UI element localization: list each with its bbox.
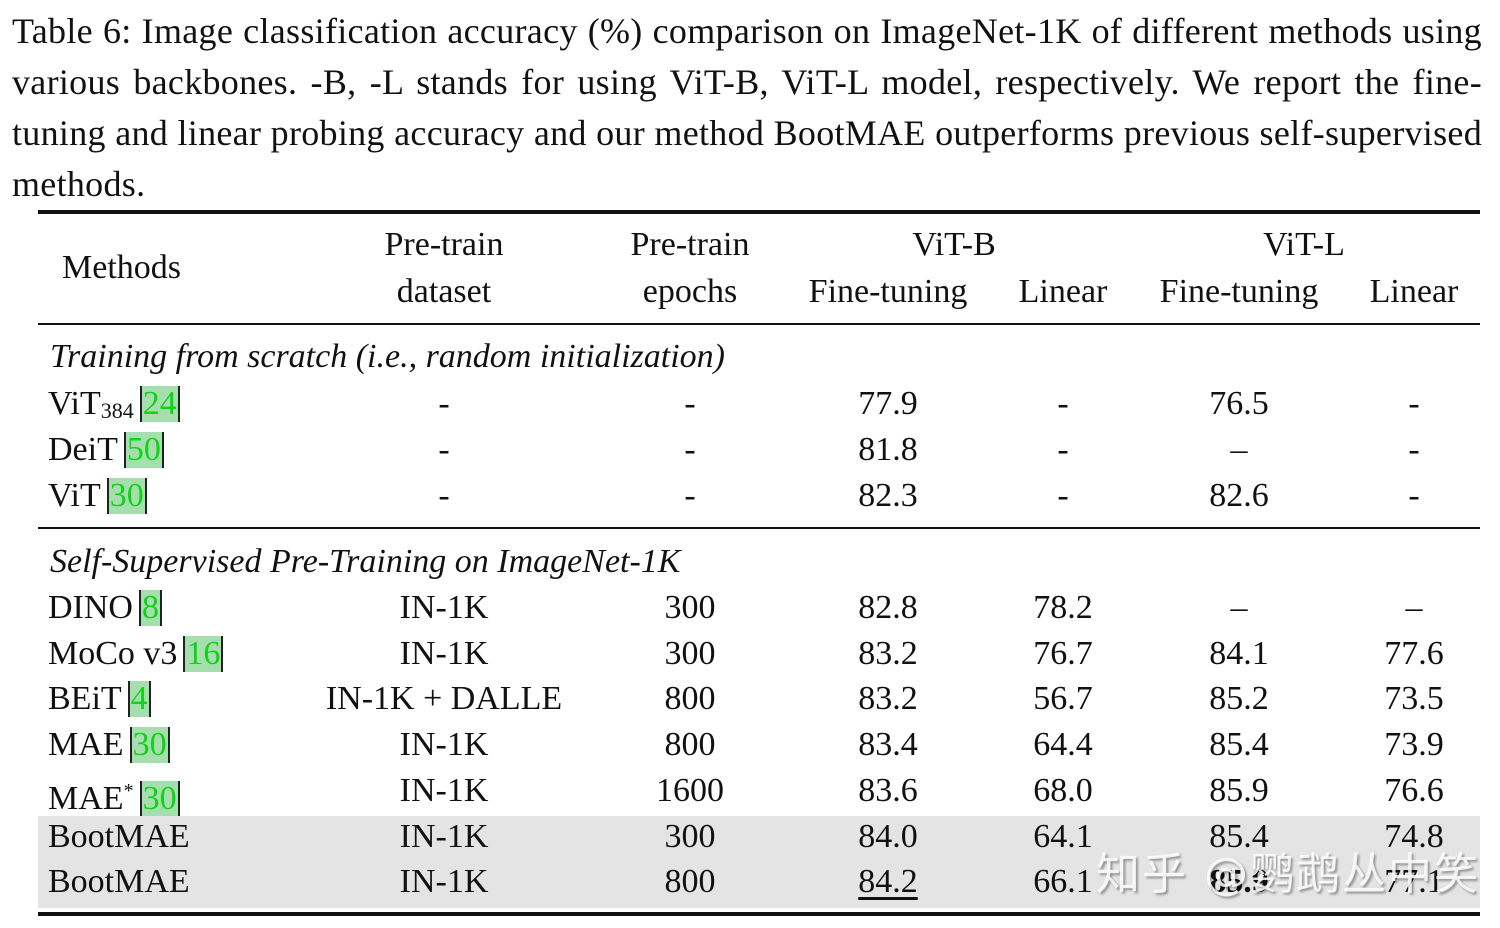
- row-dataset: IN-1K + DALLE: [325, 680, 563, 717]
- header-epochs-line1: Pre-train: [630, 226, 750, 263]
- section-rule: [38, 527, 1480, 529]
- row-vitb-finetune-second-best: 84.2: [858, 863, 918, 900]
- bottom-rule: [38, 912, 1480, 916]
- row-epochs: -: [684, 431, 696, 468]
- row-epochs: 800: [664, 680, 716, 717]
- citation-link[interactable]: 8: [138, 590, 162, 626]
- header-methods: Methods: [62, 249, 181, 286]
- row-vitb-finetune: 84.0: [858, 818, 918, 855]
- row-vitb-finetune: 82.3: [858, 477, 918, 514]
- row-dataset: IN-1K: [399, 863, 489, 900]
- header-epochs-line2: epochs: [642, 273, 738, 310]
- row-vitl-finetune: 76.5: [1209, 385, 1269, 422]
- header-dataset-line1: Pre-train: [384, 226, 504, 263]
- row-method: MAE* 30: [48, 771, 180, 819]
- header-vitl-linear: Linear: [1369, 273, 1459, 310]
- header-vit-l: ViT-L: [1263, 226, 1345, 263]
- header-vitb-linear: Linear: [1018, 273, 1108, 310]
- row-vitl-linear: 73.5: [1384, 680, 1444, 717]
- ours-highlight: [38, 816, 1480, 908]
- row-dataset: IN-1K: [399, 772, 489, 809]
- row-vitb-finetune: 83.4: [858, 726, 918, 763]
- row-dataset: -: [438, 477, 450, 514]
- citation-link[interactable]: 50: [123, 432, 164, 468]
- watermark: 知乎 @鹦鹉丛中笑: [1096, 849, 1480, 900]
- row-vitb-finetune: 83.2: [858, 680, 918, 717]
- row-dataset: -: [438, 431, 450, 468]
- row-method: MAE 30: [48, 725, 170, 765]
- row-vitl-linear: 77.1: [1384, 863, 1444, 900]
- citation-link[interactable]: 24: [139, 386, 180, 422]
- row-vitl-finetune: 85.4: [1209, 726, 1269, 763]
- citation-link[interactable]: 4: [127, 681, 151, 717]
- row-vitb-finetune: 83.2: [858, 635, 918, 672]
- row-vitb-linear: -: [1057, 385, 1069, 422]
- header-dataset-line2: dataset: [396, 273, 492, 310]
- top-rule: [38, 210, 1480, 214]
- citation-link[interactable]: 30: [129, 727, 170, 763]
- citation-link[interactable]: 16: [183, 636, 224, 672]
- row-vitl-linear: –: [1405, 589, 1423, 626]
- row-method: MoCo v3 16: [48, 634, 224, 674]
- row-vitb-finetune: 83.6: [858, 772, 918, 809]
- row-vitl-finetune: 84.1: [1209, 635, 1269, 672]
- row-vitl-finetune: 82.6: [1209, 477, 1269, 514]
- row-vitl-linear: 76.6: [1384, 772, 1444, 809]
- row-epochs: -: [684, 477, 696, 514]
- row-vitb-finetune: 82.8: [858, 589, 918, 626]
- row-vitl-linear: -: [1408, 477, 1420, 514]
- row-vitl-linear: 74.8: [1384, 818, 1444, 855]
- row-vitl-linear: -: [1408, 431, 1420, 468]
- header-vit-b: ViT-B: [912, 226, 996, 263]
- row-epochs: 800: [664, 863, 716, 900]
- row-vitb-finetune: 81.8: [858, 431, 918, 468]
- row-vitl-finetune: 85.2: [1209, 680, 1269, 717]
- row-method-ours: BootMAE: [48, 818, 190, 855]
- row-epochs: 300: [664, 818, 716, 855]
- row-vitl-finetune: –: [1230, 431, 1248, 468]
- section-scratch: Training from scratch (i.e., random init…: [50, 338, 725, 375]
- row-vitb-linear: 56.7: [1033, 680, 1093, 717]
- row-epochs: 800: [664, 726, 716, 763]
- row-vitb-linear: -: [1057, 431, 1069, 468]
- row-method: ViT 30: [48, 476, 147, 516]
- row-epochs: -: [684, 385, 696, 422]
- row-vitl-finetune: –: [1230, 589, 1248, 626]
- row-epochs: 300: [664, 589, 716, 626]
- row-vitb-linear: 66.1: [1033, 863, 1093, 900]
- row-dataset: -: [438, 385, 450, 422]
- row-vitl-finetune-best: 85.9: [1209, 863, 1269, 900]
- row-vitb-linear: -: [1057, 477, 1069, 514]
- row-vitl-finetune: 85.4: [1209, 818, 1269, 855]
- header-rule: [38, 323, 1480, 325]
- row-method: DeiT 50: [48, 430, 164, 470]
- row-vitb-linear: 64.4: [1033, 726, 1093, 763]
- row-vitl-finetune: 85.9: [1209, 772, 1269, 809]
- table-caption: Table 6: Image classification accuracy (…: [12, 11, 1482, 204]
- header-vitb-finetune: Fine-tuning: [808, 273, 968, 310]
- row-vitl-linear: 77.6: [1384, 635, 1444, 672]
- row-method-ours: BootMAE: [48, 863, 190, 900]
- row-vitb-linear: 68.0: [1033, 772, 1093, 809]
- row-epochs: 1600: [656, 772, 724, 809]
- row-vitl-linear: -: [1408, 385, 1420, 422]
- row-vitb-finetune: 77.9: [858, 385, 918, 422]
- row-method: ViT384 24: [48, 384, 180, 431]
- row-vitl-linear: 73.9: [1384, 726, 1444, 763]
- row-dataset: IN-1K: [399, 589, 489, 626]
- row-dataset: IN-1K: [399, 818, 489, 855]
- citation-link[interactable]: 30: [106, 478, 147, 514]
- row-vitb-linear: 76.7: [1033, 635, 1093, 672]
- row-method: BEiT 4: [48, 679, 151, 719]
- row-dataset: IN-1K: [399, 635, 489, 672]
- row-vitb-linear: 78.2: [1033, 589, 1093, 626]
- section-selfsup: Self-Supervised Pre-Training on ImageNet…: [50, 543, 681, 580]
- row-dataset: IN-1K: [399, 726, 489, 763]
- row-vitb-linear: 64.1: [1033, 818, 1093, 855]
- header-vitl-finetune: Fine-tuning: [1159, 273, 1319, 310]
- citation-link[interactable]: 30: [139, 781, 180, 817]
- row-epochs: 300: [664, 635, 716, 672]
- row-method: DINO 8: [48, 588, 162, 628]
